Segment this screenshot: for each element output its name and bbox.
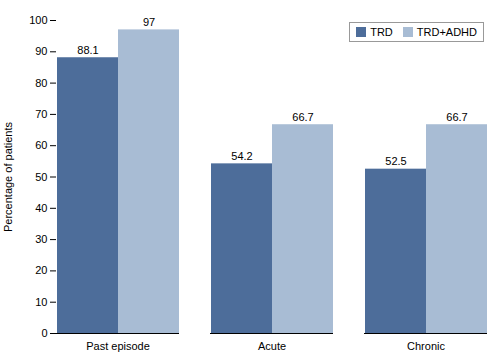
svg-text:50: 50 [35,171,47,183]
svg-text:40: 40 [35,202,47,214]
svg-text:90: 90 [35,45,47,57]
svg-text:Percentage of patients: Percentage of patients [2,121,14,232]
svg-text:100: 100 [29,14,47,26]
svg-text:Acute: Acute [258,340,286,352]
html-text:TRD+ADHD: TRD+ADHD [416,26,477,38]
svg-text:70: 70 [35,108,47,120]
svg-text:97: 97 [143,16,155,28]
svg-text:54.2: 54.2 [231,150,252,162]
svg-text:80: 80 [35,77,47,89]
html-text:TRD: TRD [370,26,393,38]
svg-text:Chronic: Chronic [407,340,445,352]
svg-text:66.7: 66.7 [446,111,467,123]
svg-text:66.7: 66.7 [292,111,313,123]
svg-text:88.1: 88.1 [77,44,98,56]
svg-text:0: 0 [41,327,47,339]
svg-text:20: 20 [35,264,47,276]
svg-text:Past episode: Past episode [86,340,150,352]
svg-text:30: 30 [35,233,47,245]
svg-text:60: 60 [35,139,47,151]
svg-text:10: 10 [35,296,47,308]
svg-text:52.5: 52.5 [385,155,406,167]
